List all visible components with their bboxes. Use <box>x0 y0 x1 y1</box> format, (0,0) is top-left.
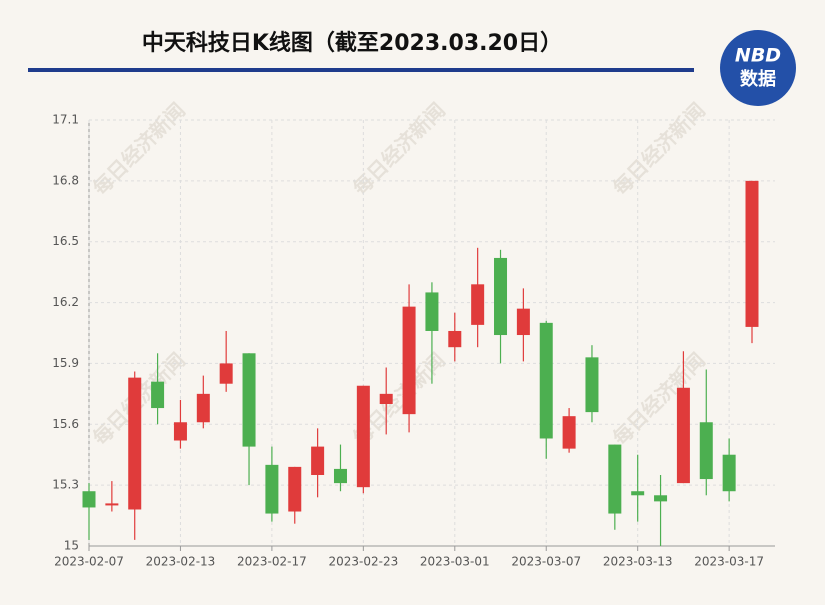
y-tick-label: 15 <box>64 539 79 553</box>
candle-body <box>494 257 508 336</box>
candle-body <box>516 308 530 336</box>
candle-body <box>448 330 462 348</box>
candle-body <box>676 387 690 484</box>
chart-title: 中天科技日K线图（截至2023.03.20日） <box>142 30 562 56</box>
candle-body <box>173 422 187 441</box>
y-tick-label: 16.2 <box>52 295 79 309</box>
candle-body <box>128 377 142 510</box>
candle-body <box>379 393 393 404</box>
y-tick-label: 17.1 <box>52 113 79 127</box>
y-tick-label: 15.9 <box>52 356 79 370</box>
logo-badge <box>720 30 796 106</box>
candle-body <box>402 306 416 415</box>
x-tick-label: 2023-03-17 <box>694 555 764 569</box>
candle-body <box>242 353 256 447</box>
candle-body <box>311 446 325 475</box>
y-tick-label: 15.6 <box>52 417 79 431</box>
x-tick-label: 2023-03-13 <box>603 555 673 569</box>
candle-body <box>631 491 645 496</box>
y-tick-label: 15.3 <box>52 478 79 492</box>
candle-body <box>151 381 165 409</box>
candle-body <box>562 416 576 449</box>
candle-body <box>356 385 370 488</box>
candle-body <box>699 422 713 480</box>
x-tick-label: 2023-02-17 <box>237 555 307 569</box>
candle-body <box>82 491 96 508</box>
x-tick-label: 2023-02-07 <box>54 555 124 569</box>
candle-body <box>722 454 736 492</box>
logo-text: 数据 <box>740 68 776 90</box>
x-tick-label: 2023-03-07 <box>511 555 581 569</box>
candle-body <box>105 503 119 506</box>
y-tick-label: 16.5 <box>52 234 79 248</box>
y-tick-label: 16.8 <box>52 173 79 187</box>
logo-text: NBD <box>735 45 781 67</box>
candle-body <box>265 464 279 514</box>
candle-body <box>333 468 347 484</box>
candle-body <box>585 357 599 413</box>
x-tick-label: 2023-03-01 <box>420 555 490 569</box>
x-tick-label: 2023-02-13 <box>146 555 216 569</box>
candle-body <box>219 363 233 384</box>
candle-body <box>471 284 485 325</box>
candle-body <box>654 495 668 502</box>
candle-body <box>288 466 302 512</box>
candle-body <box>608 444 622 514</box>
candle-body <box>425 292 439 331</box>
candle-body <box>539 322 553 439</box>
title-underline <box>28 68 694 72</box>
x-tick-label: 2023-02-23 <box>328 555 398 569</box>
candle-body <box>745 180 759 327</box>
candle-body <box>196 393 210 423</box>
